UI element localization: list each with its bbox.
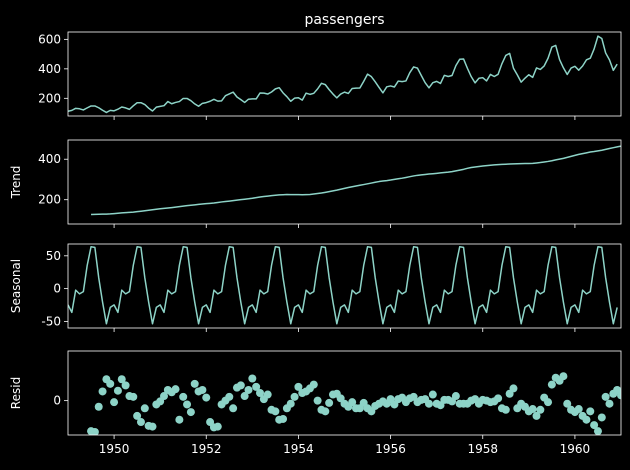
y-tick-label: 400 (38, 62, 61, 76)
axes-frame (67, 31, 622, 117)
resid-point (294, 382, 303, 391)
panel-seasonal: -50 0 50 Seasonal (9, 243, 622, 332)
resid-point (593, 427, 602, 435)
resid-point (98, 387, 107, 396)
resid-point (544, 398, 553, 407)
resid-point (148, 422, 157, 431)
resid-point (94, 402, 103, 411)
resid-point (190, 379, 199, 388)
y-tick-label: 50 (46, 249, 61, 263)
resid-point (133, 411, 142, 420)
panels: 200 400 600 passengers 200 400 Trend -50 0 50 Seas… (9, 12, 622, 456)
resid-point (428, 390, 437, 399)
x-tick-label: 1954 (283, 442, 314, 456)
x-tick-label: 1960 (560, 442, 591, 456)
y-tick-label: 0 (53, 282, 61, 296)
passengers-line (68, 35, 618, 114)
resid-point (263, 390, 272, 399)
resid-point (129, 392, 138, 401)
resid-point (559, 372, 568, 381)
resid-point (601, 392, 610, 401)
resid-point (202, 393, 211, 402)
resid-point (309, 380, 318, 389)
panel-resid: 0 1950 1952 1954 1956 1958 1960 Resid (9, 350, 622, 456)
resid-point (213, 422, 222, 431)
resid-point (582, 415, 591, 424)
resid-point (252, 382, 261, 391)
y-tick-label: 400 (38, 152, 61, 166)
x-tick-label: 1950 (99, 442, 130, 456)
resid-point (509, 384, 518, 393)
resid-point (171, 385, 180, 394)
resid-point (494, 394, 503, 403)
resid-point (106, 379, 115, 388)
y-axis-label: Trend (9, 166, 23, 200)
resid-point (240, 392, 249, 401)
resid-point (321, 407, 330, 416)
resid-point (605, 399, 614, 408)
resid-point (528, 405, 537, 414)
resid-point (236, 381, 245, 390)
resid-point (198, 385, 207, 394)
resid-point (256, 389, 265, 397)
resid-point (325, 398, 334, 407)
resid-point (536, 405, 545, 414)
trend-line (91, 145, 621, 216)
resid-point (597, 413, 606, 422)
resid-point (586, 407, 595, 416)
resid-point (279, 414, 288, 423)
resid-points (87, 372, 621, 435)
resid-point (424, 399, 433, 408)
y-axis-label: Seasonal (9, 259, 23, 313)
resid-point (175, 415, 184, 424)
axes-frame (67, 139, 622, 225)
resid-point (617, 391, 621, 400)
resid-point (348, 398, 357, 407)
resid-point (136, 418, 145, 427)
resid-point (248, 374, 257, 383)
x-tick-label: 1958 (467, 442, 498, 456)
resid-point (451, 392, 460, 401)
resid-point (121, 381, 130, 390)
resid-point (271, 407, 280, 416)
y-tick-label: 200 (38, 193, 61, 207)
resid-point (563, 399, 572, 408)
resid-point (90, 427, 99, 435)
resid-point (590, 421, 599, 430)
resid-point (183, 400, 192, 409)
resid-point (225, 392, 234, 401)
seasonal-line (68, 245, 618, 325)
resid-point (286, 399, 295, 408)
resid-point (229, 404, 238, 413)
y-tick-label: 0 (53, 394, 61, 408)
resid-point (179, 392, 188, 401)
axes-frame (67, 243, 622, 329)
resid-point (186, 408, 195, 417)
y-tick-label: 200 (38, 91, 61, 105)
resid-point (547, 380, 556, 389)
resid-point (313, 396, 322, 405)
resid-point (117, 375, 126, 384)
resid-point (110, 398, 119, 407)
x-tick-label: 1952 (191, 442, 222, 456)
panel-passengers: 200 400 600 passengers (38, 12, 622, 120)
axes-frame (67, 350, 622, 436)
resid-point (160, 392, 169, 401)
x-tick-label: 1956 (375, 442, 406, 456)
resid-point (574, 405, 583, 414)
resid-point (532, 411, 541, 420)
resid-point (140, 404, 149, 413)
panel-trend: 200 400 Trend (9, 139, 622, 228)
y-tick-label: 600 (38, 32, 61, 46)
y-axis-label: Resid (9, 377, 23, 409)
resid-point (501, 405, 510, 414)
y-tick-label: -50 (41, 314, 61, 328)
resid-point (290, 392, 299, 401)
chart-title: passengers (304, 12, 384, 28)
resid-point (244, 385, 253, 394)
resid-point (113, 386, 122, 395)
